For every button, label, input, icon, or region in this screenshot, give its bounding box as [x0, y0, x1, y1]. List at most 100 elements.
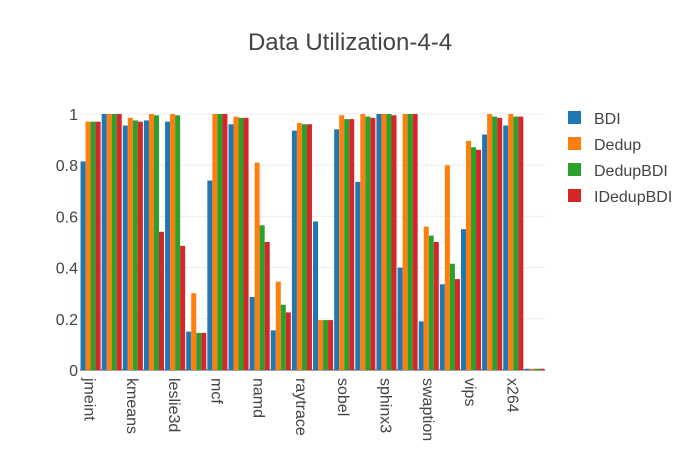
- legend: BDI Dedup DedupBDI IDedupBDI: [568, 111, 672, 206]
- bar-dedupbdi: [365, 116, 371, 370]
- bar-idedupbdi: [158, 231, 165, 370]
- x-tick-label: mcf: [207, 378, 224, 404]
- y-tick-label: 1: [69, 107, 78, 124]
- legend-swatch: [568, 189, 581, 202]
- bar-idedupbdi: [539, 368, 545, 370]
- bar-idedupbdi: [349, 119, 355, 371]
- bar-dedup: [233, 116, 239, 370]
- x-axis: jmeint kmeans leslie3d mcf namd raytrace sobel…: [81, 377, 521, 441]
- bar-bdi: [524, 368, 530, 370]
- bar-idedupbdi: [518, 116, 524, 370]
- bar-dedup: [170, 114, 176, 370]
- bar-bdi: [143, 120, 149, 371]
- bar-dedupbdi: [513, 116, 519, 370]
- bar-dedup: [127, 117, 133, 370]
- bar-bdi: [249, 297, 255, 370]
- bar-bdi: [355, 181, 361, 370]
- bar-bdi: [207, 180, 213, 370]
- x-tick-label: swaption: [419, 378, 436, 441]
- legend-swatch: [568, 163, 581, 176]
- bar-bdi: [186, 331, 192, 370]
- bar-dedup: [360, 114, 366, 370]
- bar-idedupbdi: [391, 115, 397, 370]
- legend-label: DedupBDI: [594, 163, 668, 180]
- bar-dedup: [275, 281, 281, 370]
- x-tick-label: raytrace: [292, 378, 309, 436]
- bar-bdi: [101, 114, 107, 370]
- bar-dedupbdi: [153, 115, 159, 370]
- bar-bdi: [482, 134, 488, 370]
- bar-dedupbdi: [386, 114, 392, 370]
- bar-dedupbdi: [280, 304, 286, 370]
- bar-idedupbdi: [433, 242, 439, 370]
- bar-idedupbdi: [306, 124, 312, 371]
- y-tick-label: 0.4: [56, 261, 78, 278]
- x-tick-label: sobel: [334, 378, 351, 416]
- bar-idedupbdi: [95, 121, 101, 371]
- x-tick-label: sphinx3: [376, 378, 393, 433]
- x-tick-label: leslie3d: [165, 378, 182, 432]
- legend-label: Dedup: [594, 137, 641, 154]
- bar-dedupbdi: [534, 368, 540, 370]
- y-tick-label: 0: [69, 363, 78, 380]
- bar-bdi: [313, 221, 319, 370]
- bar-idedupbdi: [222, 114, 228, 370]
- bar-dedup: [296, 122, 302, 371]
- bar-idedupbdi: [137, 121, 143, 371]
- bar-dedup: [423, 226, 429, 370]
- bar-dedupbdi: [471, 147, 477, 370]
- bar-dedupbdi: [344, 119, 350, 371]
- bar-bdi: [460, 229, 467, 370]
- bar-dedupbdi: [111, 114, 117, 370]
- bar-dedupbdi: [175, 115, 181, 370]
- bar-idedupbdi: [116, 114, 122, 370]
- bar-dedupbdi: [323, 320, 329, 370]
- y-tick-label: 0.6: [56, 209, 78, 226]
- bar-dedup: [487, 114, 493, 370]
- bar-idedupbdi: [370, 117, 376, 370]
- bar-idedupbdi: [243, 117, 249, 370]
- bar-dedup: [444, 165, 450, 370]
- chart-title: Data Utilization-4-4: [248, 29, 452, 56]
- bar-idedupbdi: [497, 117, 503, 370]
- bar-bdi: [228, 124, 234, 371]
- bar-dedup: [339, 115, 345, 370]
- legend-swatch: [568, 111, 581, 124]
- bar-dedup: [508, 114, 514, 370]
- x-tick-label: vips: [461, 378, 478, 406]
- bar-dedup: [529, 368, 535, 370]
- legend-label: BDI: [594, 111, 621, 128]
- x-tick-label: kmeans: [123, 378, 140, 434]
- bar-bdi: [122, 125, 128, 371]
- y-tick-label: 0.8: [56, 158, 78, 175]
- legend-label: IDedupBDI: [594, 189, 672, 206]
- y-axis: 0 0.2 0.4 0.6 0.8 1: [56, 107, 78, 380]
- bar-idedupbdi: [180, 245, 186, 370]
- legend-swatch: [568, 137, 581, 150]
- bar-dedupbdi: [428, 235, 434, 370]
- bar-dedup: [148, 114, 154, 370]
- bar-dedupbdi: [301, 124, 307, 371]
- bar-bdi: [80, 161, 86, 370]
- bar-bdi: [376, 114, 382, 370]
- bar-idedupbdi: [285, 312, 291, 370]
- bar-bdi: [165, 121, 171, 371]
- x-tick-label: namd: [250, 378, 267, 418]
- bar-idedupbdi: [454, 279, 460, 370]
- x-tick-label: jmeint: [81, 377, 98, 421]
- bar-dedup: [254, 162, 260, 370]
- bar-dedup: [402, 114, 408, 370]
- bar-bdi: [418, 321, 424, 370]
- bar-bdi: [334, 129, 340, 370]
- bar-dedupbdi: [196, 332, 202, 370]
- bar-dedup: [381, 114, 387, 370]
- bar-idedupbdi: [476, 149, 482, 370]
- bar-idedupbdi: [328, 320, 334, 370]
- bar-dedupbdi: [90, 121, 96, 371]
- bar-idedupbdi: [201, 332, 207, 370]
- y-tick-label: 0.2: [56, 312, 78, 329]
- bar-dedup: [191, 293, 197, 370]
- bar-dedup: [466, 140, 472, 370]
- bar-idedupbdi: [412, 114, 418, 370]
